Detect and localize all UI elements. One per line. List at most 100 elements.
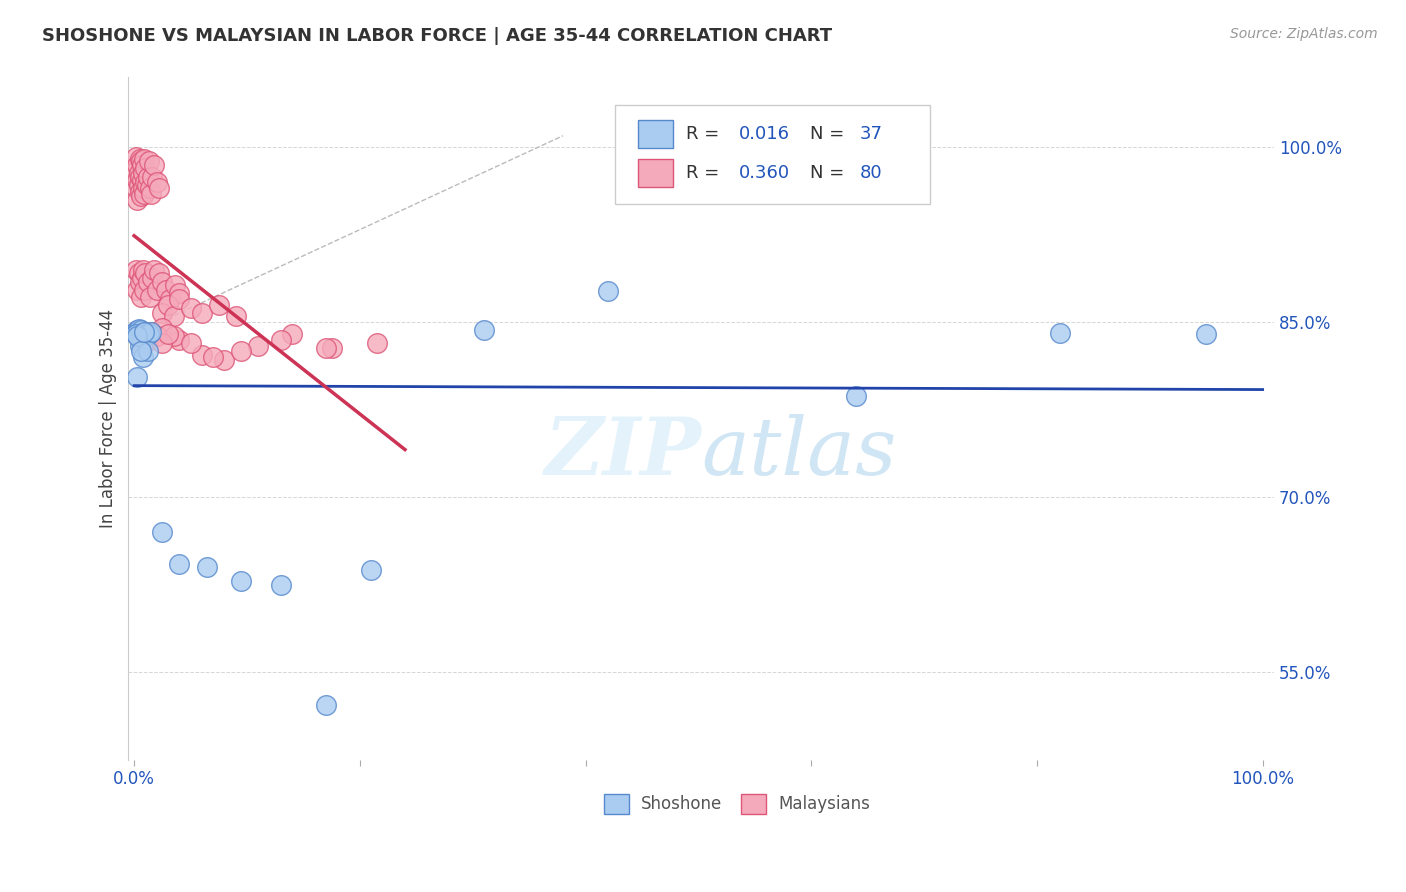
Point [128,275,150,289]
Point [159,292,181,306]
Point [150,306,173,320]
Point [143,158,166,172]
Point [134,283,156,297]
Point [202,351,225,365]
Point [132,166,155,180]
Point [134,325,156,339]
Point [315,341,337,355]
Point [180,301,202,316]
Point [270,577,292,591]
Point [141,169,163,184]
Point [162,329,184,343]
Point [134,326,156,341]
Point [148,181,170,195]
Point [231,344,253,359]
Point [128,266,150,280]
Point [132,263,155,277]
Point [136,333,159,347]
Point [125,181,148,195]
Point [148,266,170,280]
Bar [638,120,672,148]
Point [214,352,236,367]
Point [139,325,162,339]
Point [136,326,159,340]
Point [472,323,495,337]
Point [134,266,156,280]
Point [135,328,157,343]
Point [132,181,155,195]
Point [132,326,155,340]
Bar [603,794,628,814]
Point [131,173,153,187]
Point [127,158,149,172]
Point [167,333,190,347]
Point [125,150,148,164]
Point [128,325,150,339]
Point [128,322,150,336]
Point [225,310,247,324]
Point [125,263,148,277]
Point [124,325,146,339]
Point [141,271,163,285]
Point [127,323,149,337]
Point [127,173,149,187]
FancyBboxPatch shape [616,104,931,203]
Point [360,562,382,576]
Point [1049,326,1071,340]
Point [366,336,388,351]
Point [131,158,153,172]
Point [143,263,166,277]
Point [131,271,153,285]
Point [125,326,148,341]
Point [136,169,159,184]
Point [128,152,150,166]
Point [136,275,159,289]
Point [150,275,173,289]
Point [124,163,146,178]
Point [134,152,156,166]
Point [135,178,157,192]
Point [129,344,152,359]
Text: atlas: atlas [702,414,897,491]
Text: SHOSHONE VS MALAYSIAN IN LABOR FORCE | AGE 35-44 CORRELATION CHART: SHOSHONE VS MALAYSIAN IN LABOR FORCE | A… [42,27,832,45]
Point [138,154,160,169]
Point [150,525,173,540]
Point [162,310,184,324]
Point [134,187,156,202]
Point [127,329,149,343]
Text: R =: R = [686,164,725,182]
Point [136,344,159,359]
Point [270,333,292,347]
Point [156,326,179,341]
Point [139,181,162,195]
Point [150,336,173,351]
Point [321,341,343,355]
Point [145,329,167,343]
Point [127,370,149,384]
Point [128,338,150,352]
Point [128,166,150,180]
Bar [638,159,672,187]
Point [145,283,167,297]
Point [150,321,173,335]
Point [191,348,214,362]
Point [128,178,150,192]
Text: N =: N = [810,164,851,182]
Point [845,389,868,403]
Point [129,323,152,337]
Point [134,175,156,189]
Point [134,161,156,176]
Point [129,154,152,169]
Text: 80: 80 [859,164,882,182]
Point [129,189,152,203]
Point [129,329,152,343]
Point [163,278,186,293]
Point [132,351,155,365]
Point [191,306,214,320]
Point [128,326,150,340]
Point [598,284,620,298]
Point [128,329,150,343]
Point [131,328,153,343]
Point [208,298,231,312]
Point [128,185,150,199]
